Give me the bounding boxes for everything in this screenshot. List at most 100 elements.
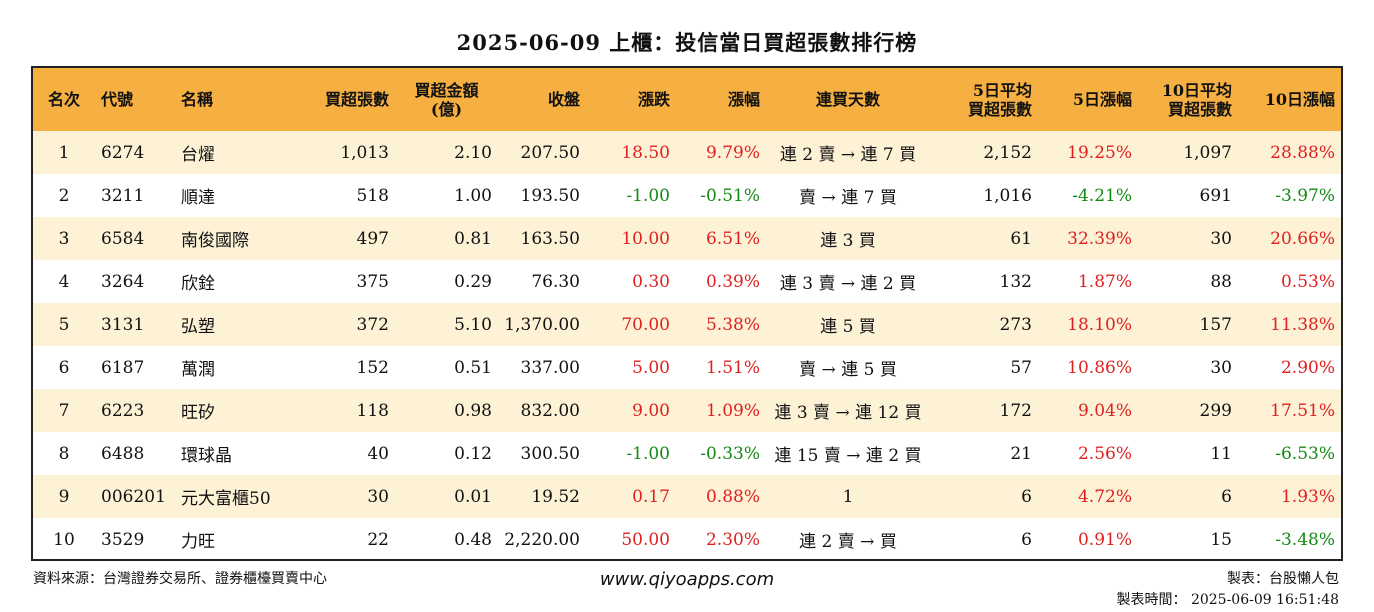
cell-pct5: 19.25% <box>1067 142 1132 163</box>
header-amount: 買超金額 (億) <box>414 80 479 119</box>
cell-pct10: -3.48% <box>1275 529 1335 550</box>
cell-streak: 連 3 買 <box>820 231 876 251</box>
cell-name: 南俊國際 <box>181 231 249 251</box>
cell-code: 3264 <box>101 271 145 292</box>
cell-pct5: -4.21% <box>1072 185 1132 206</box>
cell-streak: 連 3 賣 → 連 12 買 <box>774 403 922 423</box>
cell-avg10: 1,097 <box>1183 142 1232 163</box>
cell-amount: 0.81 <box>454 228 492 249</box>
table-body: 1 6274 台燿 1,013 2.10 207.50 18.50 9.79% 連 2 賣 → … <box>33 131 1341 559</box>
header-streak: 連買天數 <box>815 90 880 109</box>
cell-streak: 連 5 買 <box>820 317 876 337</box>
cell-net-buy: 22 <box>367 529 389 550</box>
website-link[interactable]: www.qiyoapps.com <box>599 569 775 590</box>
cell-close: 193.50 <box>520 185 580 206</box>
cell-code: 3211 <box>101 185 145 206</box>
cell-avg5: 1,016 <box>983 185 1032 206</box>
cell-change: 9.00 <box>632 400 670 421</box>
cell-amount: 0.51 <box>454 357 492 378</box>
cell-change: 70.00 <box>621 314 670 335</box>
page-title: 2025-06-09 上櫃：投信當日買超張數排行榜 <box>456 30 918 55</box>
cell-name: 環球晶 <box>181 446 232 466</box>
cell-change-pct: 1.51% <box>705 357 760 378</box>
cell-name: 弘塑 <box>181 317 215 337</box>
cell-rank: 10 <box>53 529 75 550</box>
table-row: 4 3264 欣銓 375 0.29 76.30 0.30 0.39% 連 3 賣 → 連 2 … <box>33 260 1341 303</box>
cell-name: 旺矽 <box>181 403 215 423</box>
cell-pct10: 11.38% <box>1270 314 1335 335</box>
cell-pct5: 18.10% <box>1067 314 1132 335</box>
cell-change: 0.17 <box>632 486 670 507</box>
cell-avg10: 30 <box>1210 228 1232 249</box>
header-avg10: 10日平均 買超張數 <box>1161 80 1232 119</box>
header-avg5: 5日平均 買超張數 <box>967 80 1032 119</box>
cell-avg5: 21 <box>1010 443 1032 464</box>
table-row: 1 6274 台燿 1,013 2.10 207.50 18.50 9.79% 連 2 賣 → … <box>33 131 1341 174</box>
cell-streak: 賣 → 連 7 買 <box>799 188 897 208</box>
cell-rank: 2 <box>58 185 70 206</box>
cell-avg5: 57 <box>1010 357 1032 378</box>
cell-name: 順達 <box>181 188 215 208</box>
header-pct10: 10日漲幅 <box>1264 90 1335 109</box>
cell-avg10: 299 <box>1199 400 1232 421</box>
cell-change-pct: 6.51% <box>705 228 760 249</box>
table-row: 9 006201 元大富櫃50 30 0.01 19.52 0.17 0.88% 1 6 4.72%… <box>33 475 1341 518</box>
cell-rank: 1 <box>58 142 70 163</box>
cell-code: 3131 <box>101 314 145 335</box>
cell-name: 欣銓 <box>181 274 215 294</box>
ranking-table: 名次 代號 名稱 買超張數 買超金額 (億) 收盤 漲跌 漲幅 連買天數 5日平… <box>33 68 1341 559</box>
header-pct5: 5日漲幅 <box>1072 90 1132 109</box>
header-close: 收盤 <box>547 90 580 109</box>
cell-change: 50.00 <box>621 529 670 550</box>
cell-name: 台燿 <box>181 145 215 165</box>
cell-avg10: 88 <box>1210 271 1232 292</box>
cell-net-buy: 1,013 <box>340 142 389 163</box>
header-code: 代號 <box>101 90 134 109</box>
cell-pct5: 9.04% <box>1077 400 1132 421</box>
cell-rank: 5 <box>58 314 70 335</box>
cell-rank: 8 <box>58 443 70 464</box>
cell-amount: 2.10 <box>454 142 492 163</box>
cell-pct10: -3.97% <box>1275 185 1335 206</box>
cell-close: 207.50 <box>520 142 580 163</box>
data-source: 資料來源：台灣證券交易所、證券櫃檯買賣中心 <box>33 571 327 587</box>
cell-amount: 0.48 <box>454 529 492 550</box>
cell-pct5: 2.56% <box>1077 443 1132 464</box>
cell-code: 3529 <box>101 529 145 550</box>
header-change: 漲跌 <box>637 90 670 109</box>
cell-amount: 5.10 <box>454 314 492 335</box>
cell-change: 5.00 <box>632 357 670 378</box>
cell-streak: 連 2 賣 → 連 7 買 <box>779 145 917 165</box>
table-header-row: 名次 代號 名稱 買超張數 買超金額 (億) 收盤 漲跌 漲幅 連買天數 5日平… <box>33 68 1341 131</box>
cell-avg10: 157 <box>1199 314 1232 335</box>
cell-avg5: 273 <box>999 314 1032 335</box>
made-time: 製表時間： 2025-06-09 16:51:48 <box>1116 592 1340 608</box>
cell-rank: 6 <box>58 357 70 378</box>
table-row: 2 3211 順達 518 1.00 193.50 -1.00 -0.51% 賣 → 連 7 買… <box>33 174 1341 217</box>
cell-avg5: 61 <box>1010 228 1032 249</box>
cell-avg5: 2,152 <box>983 142 1032 163</box>
cell-close: 76.30 <box>531 271 580 292</box>
cell-streak: 連 15 賣 → 連 2 買 <box>774 446 922 466</box>
cell-streak: 連 2 賣 → 買 <box>799 532 897 552</box>
cell-change-pct: -0.51% <box>700 185 760 206</box>
header-change-pct: 漲幅 <box>727 90 760 109</box>
cell-avg5: 132 <box>999 271 1032 292</box>
ranking-table-container: 名次 代號 名稱 買超張數 買超金額 (億) 收盤 漲跌 漲幅 連買天數 5日平… <box>31 66 1343 561</box>
cell-name: 元大富櫃50 <box>181 489 271 509</box>
cell-change: -1.00 <box>626 185 670 206</box>
cell-code: 6223 <box>101 400 145 421</box>
cell-rank: 3 <box>58 228 70 249</box>
cell-pct10: 20.66% <box>1270 228 1335 249</box>
cell-net-buy: 152 <box>356 357 389 378</box>
cell-close: 300.50 <box>520 443 580 464</box>
cell-rank: 4 <box>58 271 70 292</box>
table-row: 7 6223 旺矽 118 0.98 832.00 9.00 1.09% 連 3 賣 → 連 1… <box>33 389 1341 432</box>
cell-pct5: 0.91% <box>1077 529 1132 550</box>
cell-pct5: 4.72% <box>1077 486 1132 507</box>
cell-change-pct: 0.88% <box>705 486 760 507</box>
cell-pct10: 28.88% <box>1270 142 1335 163</box>
cell-change-pct: 5.38% <box>705 314 760 335</box>
cell-code: 6187 <box>101 357 145 378</box>
table-row: 5 3131 弘塑 372 5.10 1,370.00 70.00 5.38% 連 5 買 273… <box>33 303 1341 346</box>
